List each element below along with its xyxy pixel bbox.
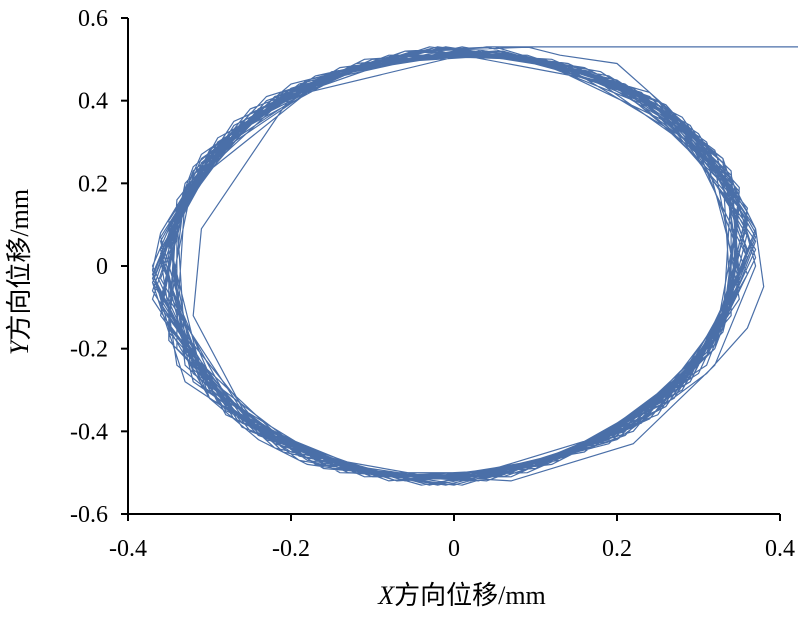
- y-axis-title: Y方向位移/mm: [5, 189, 34, 355]
- y-tick-label: 0.6: [78, 6, 108, 32]
- x-tick-label: 0: [448, 536, 460, 562]
- plot-area: [151, 46, 798, 486]
- x-axis-variable: X: [377, 581, 395, 610]
- x-tick-label: 0.4: [765, 536, 795, 562]
- y-tick-label: 0.4: [78, 89, 108, 115]
- x-tick-label: 0.2: [602, 536, 632, 562]
- x-tick-label: -0.2: [272, 536, 310, 562]
- y-axis-ticks: 0.6 0.4 0.2 0 -0.2 -0.4 -0.6: [70, 6, 128, 528]
- x-tick-label: -0.4: [109, 536, 147, 562]
- y-axis-variable: Y: [5, 338, 34, 355]
- y-tick-label: 0.2: [78, 171, 108, 197]
- x-axis-title-text: 方向位移/mm: [394, 581, 546, 610]
- x-axis-title: X方向位移/mm: [377, 581, 546, 610]
- x-axis-ticks: -0.4 -0.2 0 0.2 0.4: [109, 514, 795, 562]
- orbit-series-line: [151, 46, 798, 486]
- y-axis-title-text: 方向位移/mm: [5, 189, 34, 341]
- axes: [127, 18, 780, 515]
- y-tick-label: -0.6: [70, 502, 108, 528]
- y-tick-label: -0.2: [70, 337, 108, 363]
- y-tick-label: -0.4: [70, 419, 108, 445]
- y-tick-label: 0: [96, 254, 108, 280]
